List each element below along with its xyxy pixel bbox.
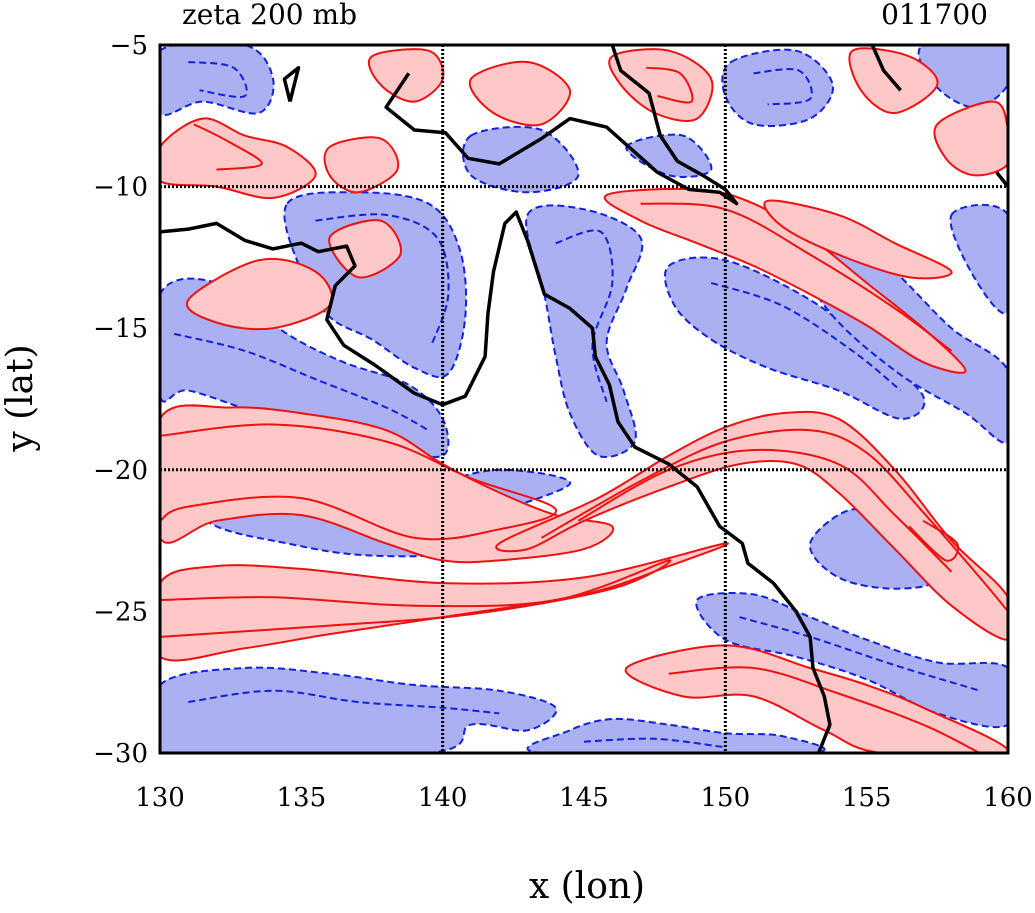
positive-contour-line <box>646 66 694 104</box>
y-tick-label: −10 <box>93 173 148 203</box>
negative-contour-line <box>315 213 450 346</box>
positive-vorticity-region <box>763 199 953 280</box>
x-tick-label: 160 <box>983 783 1033 813</box>
negative-contour-line <box>739 616 980 692</box>
positive-vorticity-region <box>160 404 615 564</box>
grid-lines <box>160 45 1008 753</box>
coastline-segment <box>384 45 739 206</box>
contour-fields <box>160 45 1008 753</box>
x-tick-label: 130 <box>135 783 185 813</box>
time-label: 011700 <box>881 0 988 31</box>
positive-vorticity-contours <box>160 66 1008 753</box>
positive-vorticity-region <box>603 187 967 374</box>
x-tick-label: 155 <box>842 783 892 813</box>
coastline <box>160 45 1008 753</box>
x-tick-label: 140 <box>418 783 468 813</box>
y-tick-label: −15 <box>93 314 148 344</box>
chart-title: zeta 200 mb <box>182 0 357 31</box>
coastline-segment <box>160 210 832 753</box>
x-tick-label: 145 <box>559 783 609 813</box>
coastline-segment <box>870 45 902 92</box>
negative-contour-line <box>583 737 726 749</box>
positive-contour-line <box>160 559 672 638</box>
x-tick-label: 135 <box>277 783 327 813</box>
negative-vorticity-region <box>721 48 834 127</box>
positive-contour-line <box>640 202 953 352</box>
positive-vorticity-region <box>160 117 317 200</box>
y-tick-label: −25 <box>93 597 148 627</box>
positive-vorticity-region <box>323 136 400 194</box>
positive-contour-line <box>668 666 981 753</box>
negative-vorticity-region <box>663 256 926 420</box>
coastline-segment <box>282 65 301 103</box>
negative-vorticity-region <box>949 203 1008 315</box>
positive-vorticity-region <box>468 60 571 127</box>
plot-frame <box>158 43 1010 755</box>
y-tick-label: −5 <box>110 31 148 61</box>
negative-contour-line <box>173 332 429 432</box>
negative-contour-line <box>188 689 500 715</box>
positive-contour-line <box>541 428 1008 613</box>
y-tick-label: −20 <box>93 456 148 486</box>
negative-vorticity-region <box>160 666 558 753</box>
x-axis-title: x (lon) <box>529 866 645 907</box>
positive-contour-line <box>160 423 557 541</box>
coastline-segment <box>995 171 1008 188</box>
positive-vorticity-region <box>933 100 1008 177</box>
negative-vorticity-contours <box>173 61 980 749</box>
positive-vorticity-region <box>328 219 402 279</box>
x-tick-label: 150 <box>701 783 751 813</box>
negative-contour-line <box>555 229 614 403</box>
y-axis: −5 −10 −15 −20 −25 −30 <box>93 31 148 769</box>
negative-contour-line <box>710 281 902 392</box>
negative-contour-line <box>188 61 248 98</box>
positive-vorticity-region <box>624 644 1008 753</box>
positive-contour-line <box>193 123 263 171</box>
positive-contour-line <box>908 519 960 562</box>
x-axis: 130 135 140 145 150 155 160 <box>135 783 1033 813</box>
y-tick-label: −30 <box>93 739 148 769</box>
negative-contour-line <box>753 68 813 106</box>
positive-contour-line <box>577 448 953 573</box>
y-axis-title: y (lat) <box>0 344 41 452</box>
